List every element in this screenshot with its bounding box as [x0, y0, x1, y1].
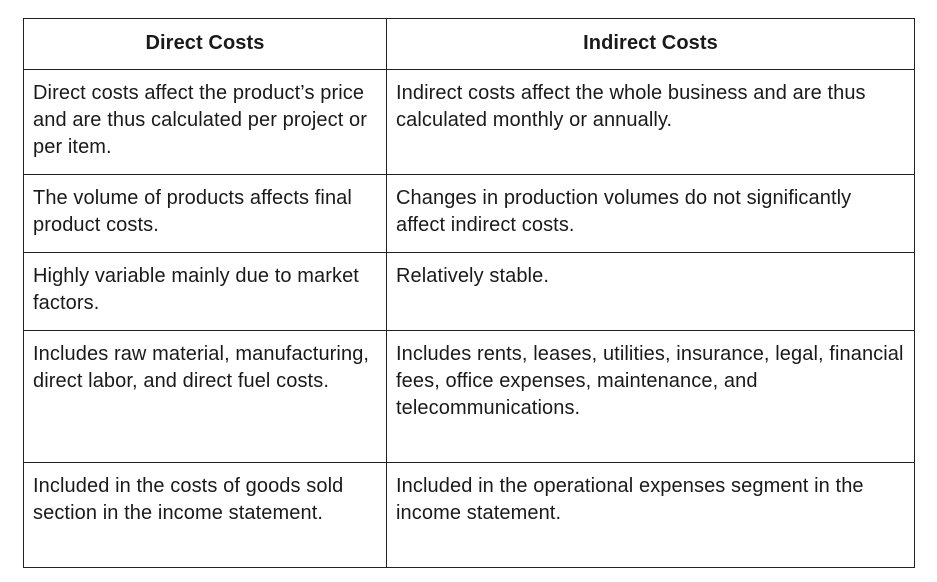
indirect-cost-cell: Includes rents, leases, utilities, insur… — [386, 330, 915, 463]
indirect-cost-cell: Indirect costs affect the whole business… — [386, 69, 915, 175]
table-row: Included in the costs of goods sold sect… — [23, 462, 915, 568]
header-indirect-costs: Indirect Costs — [386, 18, 915, 70]
indirect-cost-cell: Included in the operational expenses seg… — [386, 462, 915, 568]
comparison-table: Direct Costs Indirect Costs Direct costs… — [23, 18, 915, 568]
indirect-cost-cell: Relatively stable. — [386, 252, 915, 331]
direct-cost-cell: Direct costs affect the product’s price … — [23, 69, 387, 175]
direct-cost-cell: Highly variable mainly due to market fac… — [23, 252, 387, 331]
table-row: The volume of products affects final pro… — [23, 174, 915, 253]
direct-cost-cell: Includes raw material, manufacturing, di… — [23, 330, 387, 463]
table-row: Highly variable mainly due to market fac… — [23, 252, 915, 331]
direct-cost-cell: Included in the costs of goods sold sect… — [23, 462, 387, 568]
table-row: Direct costs affect the product’s price … — [23, 69, 915, 175]
direct-cost-cell: The volume of products affects final pro… — [23, 174, 387, 253]
table-row: Includes raw material, manufacturing, di… — [23, 330, 915, 463]
header-direct-costs: Direct Costs — [23, 18, 387, 70]
indirect-cost-cell: Changes in production volumes do not sig… — [386, 174, 915, 253]
table-header-row: Direct Costs Indirect Costs — [23, 18, 915, 70]
